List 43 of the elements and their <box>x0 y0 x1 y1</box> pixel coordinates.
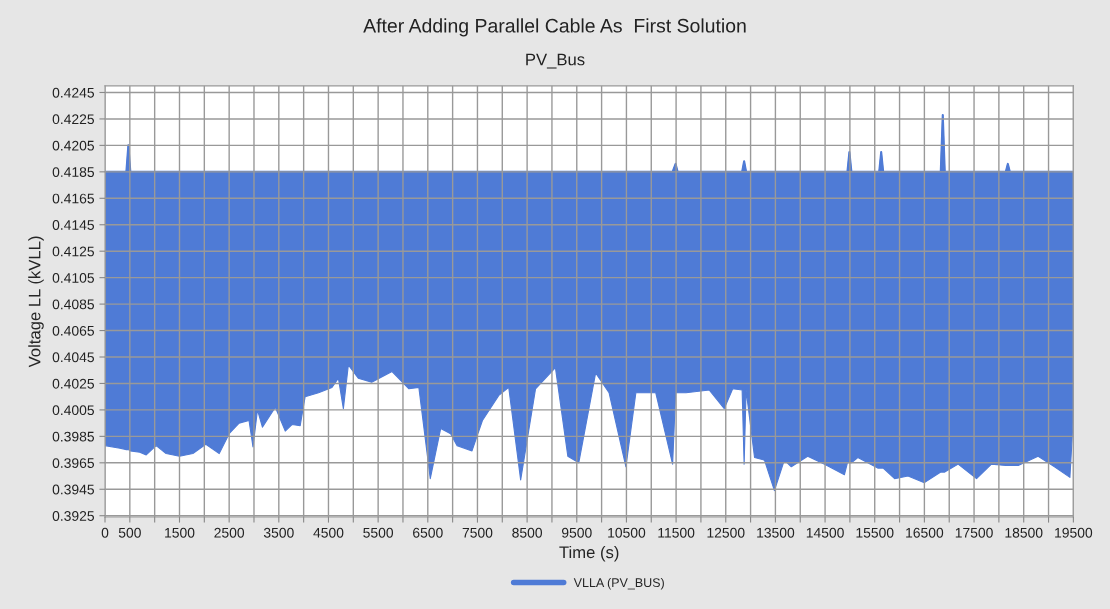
y-tick-label: 0.4205 <box>52 140 95 151</box>
x-tick-label: 500 <box>118 527 141 538</box>
chart-subtitle: PV_Bus <box>526 53 585 69</box>
x-tick-label: 10500 <box>608 527 646 538</box>
x-tick-label: 4500 <box>313 527 344 538</box>
y-tick-label: 0.3945 <box>52 484 95 495</box>
x-tick-label: 11500 <box>658 527 695 538</box>
y-tick-label: 0.4125 <box>52 246 95 257</box>
x-tick-label: 14500 <box>806 527 844 538</box>
chart-title: After Adding Parallel Cable As First Solution <box>363 18 746 37</box>
x-tick-label: 6500 <box>413 527 443 538</box>
x-tick-label: 1500 <box>165 527 195 538</box>
x-tick-label: 16500 <box>906 527 944 538</box>
y-tick-label: 0.4025 <box>52 378 95 389</box>
y-tick-label: 0.4185 <box>52 167 95 178</box>
y-tick-label: 0.4225 <box>52 114 95 125</box>
y-tick-label: 0.4085 <box>52 299 95 310</box>
y-axis-title: Voltage LL (kVLL) <box>28 236 44 368</box>
x-tick-label: 12500 <box>707 527 745 538</box>
x-tick-label: 17500 <box>955 527 993 538</box>
y-tick-label: 0.4045 <box>52 352 95 363</box>
x-tick-label: 18500 <box>1005 527 1043 538</box>
y-tick-label: 0.4065 <box>52 325 95 336</box>
y-tick-label: 0.4165 <box>52 193 95 204</box>
y-tick-label: 0.4105 <box>52 272 95 283</box>
x-tick-label: 19500 <box>1055 527 1093 538</box>
x-axis-title: Time (s) <box>559 545 619 562</box>
legend-label: VLLA (PV_BUS) <box>573 577 664 590</box>
y-tick-label: 0.3985 <box>52 431 95 442</box>
x-tick-label: 0 <box>101 527 109 538</box>
y-tick-label: 0.4245 <box>52 87 95 98</box>
x-tick-label: 9500 <box>561 527 592 538</box>
y-tick-label: 0.4145 <box>52 220 95 230</box>
x-tick-label: 3500 <box>263 527 294 538</box>
y-tick-label: 0.4005 <box>52 405 95 416</box>
x-tick-label: 2500 <box>214 527 245 538</box>
x-tick-label: 15500 <box>856 527 894 538</box>
y-tick-label: 0.3965 <box>52 458 95 468</box>
x-tick-label: 5500 <box>363 527 394 538</box>
x-tick-label: 7500 <box>462 527 493 538</box>
y-tick-label: 0.3925 <box>52 511 95 521</box>
x-tick-label: 8500 <box>512 527 543 538</box>
x-tick-label: 13500 <box>757 527 795 538</box>
